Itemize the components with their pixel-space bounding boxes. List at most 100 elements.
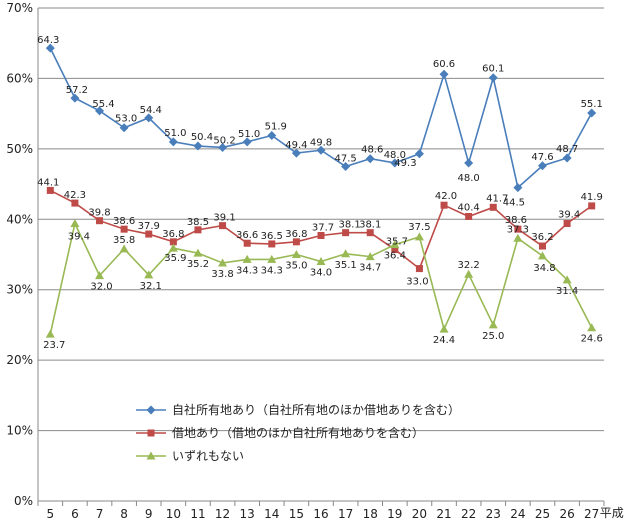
data-point xyxy=(537,251,547,260)
data-label: 41.9 xyxy=(581,192,603,203)
data-point xyxy=(45,43,55,53)
data-point xyxy=(316,257,326,266)
data-point xyxy=(588,202,596,210)
data-label: 47.6 xyxy=(531,152,553,163)
data-label: 36.5 xyxy=(261,231,283,242)
data-point xyxy=(242,137,252,147)
data-label: 37.5 xyxy=(408,222,430,233)
data-label: 51.0 xyxy=(164,128,186,139)
data-label: 39.4 xyxy=(558,210,580,221)
data-label: 60.1 xyxy=(482,64,504,75)
data-point xyxy=(465,212,473,220)
data-point xyxy=(415,265,423,273)
data-label: 36.8 xyxy=(285,229,307,240)
data-point xyxy=(144,113,154,123)
data-point xyxy=(562,153,572,163)
data-point xyxy=(168,137,178,147)
data-label: 54.4 xyxy=(140,105,162,116)
data-point xyxy=(514,225,522,233)
x-tick-label: 16 xyxy=(313,507,328,519)
data-point xyxy=(95,271,105,280)
data-point xyxy=(439,69,449,79)
data-point xyxy=(147,429,155,437)
data-label: 24.4 xyxy=(433,335,455,346)
data-point xyxy=(414,149,424,159)
data-point xyxy=(267,130,277,140)
data-point xyxy=(218,258,228,267)
data-label: 48.6 xyxy=(361,145,383,156)
x-tick-label: 6 xyxy=(71,507,79,519)
data-labels: 64.357.255.453.054.451.0 50.4 50.251.051.9… xyxy=(37,35,603,351)
data-label: 39.4 xyxy=(68,232,90,243)
x-tick-label: 9 xyxy=(145,507,153,519)
data-point xyxy=(464,158,474,168)
data-label: 39.8 xyxy=(88,208,110,219)
data-label: 49.8 xyxy=(310,137,332,148)
data-point xyxy=(291,250,301,258)
y-tick-label: 10% xyxy=(6,424,33,438)
data-point xyxy=(365,154,375,164)
data-label: 49.3 xyxy=(394,158,416,169)
y-tick-label: 0% xyxy=(14,494,33,508)
y-tick-label: 40% xyxy=(6,212,33,226)
data-label: 35.7 xyxy=(386,237,408,248)
x-tick-label: 14 xyxy=(264,507,279,519)
data-label: 38.6 xyxy=(505,215,527,226)
data-point xyxy=(268,240,276,248)
y-axis-ticks: 0% 10% 20% 30% 40% 50% 60% 70% xyxy=(6,1,33,508)
data-point xyxy=(587,323,597,332)
data-point xyxy=(119,244,129,253)
data-point xyxy=(391,246,399,254)
data-point xyxy=(537,161,547,171)
x-tick-label: 18 xyxy=(363,507,378,519)
data-point xyxy=(243,239,251,247)
data-label: 34.3 xyxy=(236,265,258,276)
data-point xyxy=(96,217,104,225)
x-tick-label: 19 xyxy=(387,507,402,519)
data-label: 44.5 xyxy=(503,198,525,209)
data-point xyxy=(218,142,228,152)
x-tick-label: 7 xyxy=(96,507,104,519)
data-label: 51.0 xyxy=(238,129,260,140)
data-point xyxy=(390,158,400,168)
data-label: 36.6 xyxy=(236,230,258,241)
legend: 自社所有地あり（自社所有地のほか借地ありを含む） 借地あり（借地のほか自社所有地あ… xyxy=(136,402,460,463)
series-0 xyxy=(45,43,597,193)
data-point xyxy=(242,254,252,263)
data-point xyxy=(119,123,129,133)
data-label: 34.8 xyxy=(533,263,555,274)
x-tick-label: 13 xyxy=(240,507,255,519)
data-point xyxy=(169,238,177,246)
legend-item-0: 自社所有地あり（自社所有地のほか借地ありを含む） xyxy=(136,402,460,417)
data-label: 44.1 xyxy=(37,177,59,188)
data-point xyxy=(46,186,54,194)
data-label: 25.0 xyxy=(482,331,504,342)
data-point xyxy=(70,93,80,103)
data-label: 40.4 xyxy=(458,202,480,213)
data-label: 34.0 xyxy=(310,268,332,279)
x-tick-label: 27 xyxy=(584,507,599,519)
x-axis-suffix: 平成 xyxy=(600,506,624,519)
data-point xyxy=(291,148,301,158)
data-point xyxy=(488,73,498,83)
data-point xyxy=(317,231,325,239)
data-label: 50.2 xyxy=(213,135,235,146)
data-label: 35.2 xyxy=(187,259,209,270)
data-label: 31.4 xyxy=(556,286,578,297)
data-label: 38.1 xyxy=(338,220,360,231)
data-label: 37.7 xyxy=(312,222,334,233)
legend-label: 自社所有地あり（自社所有地のほか借地ありを含む） xyxy=(172,402,460,417)
data-label: 33.8 xyxy=(211,269,233,280)
data-point xyxy=(513,233,523,242)
data-label: 38.1 xyxy=(359,220,381,231)
data-point xyxy=(316,145,326,155)
data-label: 33.0 xyxy=(406,277,428,288)
data-point xyxy=(144,270,154,279)
x-tick-label: 10 xyxy=(166,507,181,519)
y-tick-label: 70% xyxy=(6,1,33,15)
data-point xyxy=(464,269,474,278)
data-label: 32.2 xyxy=(458,260,480,271)
data-point xyxy=(194,226,202,234)
data-label: 32.1 xyxy=(140,281,162,292)
